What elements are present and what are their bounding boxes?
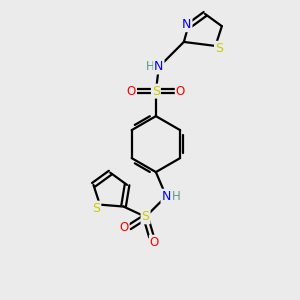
Text: S: S — [215, 42, 223, 55]
Text: S: S — [152, 85, 160, 98]
Text: O: O — [176, 85, 185, 98]
Text: N: N — [161, 190, 171, 203]
Text: N: N — [182, 18, 191, 31]
Text: N: N — [154, 61, 164, 74]
Text: O: O — [150, 236, 159, 249]
Text: H: H — [146, 61, 155, 74]
Text: H: H — [172, 190, 181, 203]
Text: O: O — [127, 85, 136, 98]
Text: S: S — [142, 210, 150, 223]
Text: O: O — [119, 220, 129, 234]
Text: S: S — [92, 202, 100, 215]
